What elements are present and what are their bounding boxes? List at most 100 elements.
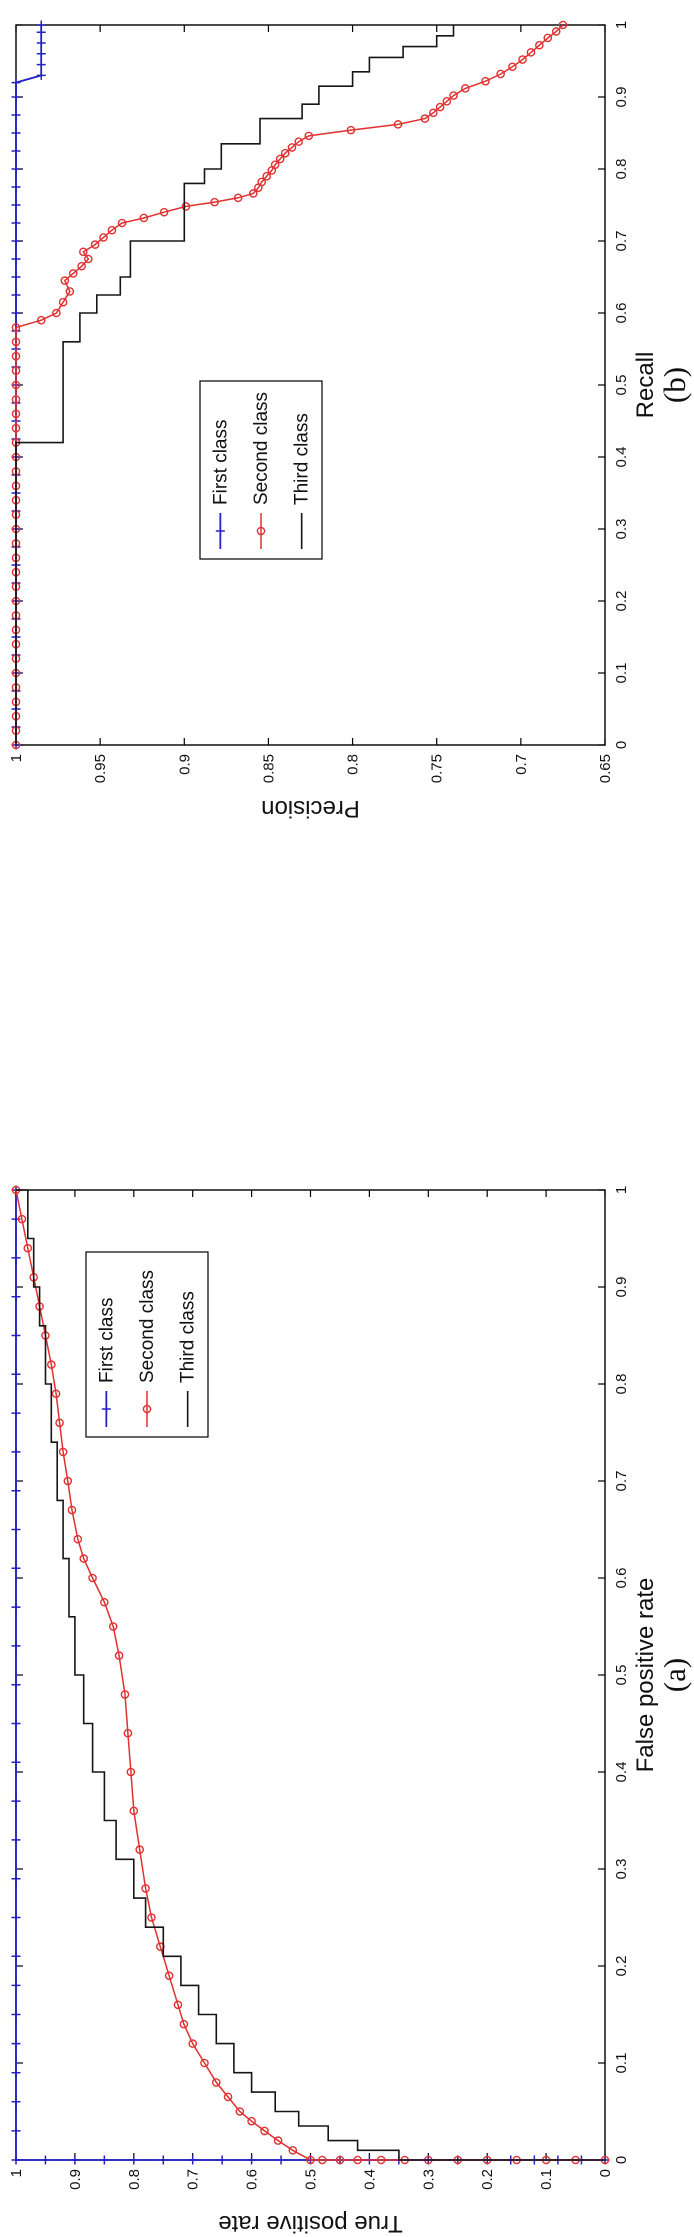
plus-marker bbox=[215, 526, 225, 536]
circle-marker bbox=[100, 1597, 109, 1607]
circle-marker bbox=[526, 48, 536, 57]
plus-marker bbox=[11, 164, 21, 174]
circle-marker bbox=[141, 1884, 150, 1893]
circle-marker bbox=[210, 197, 219, 207]
y-tick-label: 0.85 bbox=[260, 754, 277, 783]
circle-marker bbox=[173, 2000, 183, 2010]
circle-marker bbox=[139, 213, 149, 223]
circle-marker bbox=[275, 154, 285, 164]
circle-marker bbox=[11, 337, 21, 347]
x-tick-label: 0.2 bbox=[613, 591, 630, 612]
circle-marker bbox=[335, 2155, 345, 2165]
plus-marker bbox=[36, 38, 46, 48]
circle-marker bbox=[123, 1728, 133, 1738]
circle-marker bbox=[551, 27, 561, 36]
circle-marker bbox=[248, 189, 258, 198]
circle-marker bbox=[508, 62, 517, 72]
circle-marker bbox=[273, 2136, 283, 2145]
y-axis-label: Precision bbox=[261, 795, 360, 822]
plus-marker bbox=[11, 1796, 21, 1806]
circle-marker bbox=[126, 1767, 136, 1777]
plus-marker bbox=[11, 1835, 21, 1845]
circle-marker bbox=[117, 218, 127, 228]
y-tick-label: 0 bbox=[597, 2169, 614, 2177]
circle-marker bbox=[73, 1534, 83, 1544]
circle-marker bbox=[346, 125, 356, 135]
x-tick-label: 0 bbox=[613, 741, 630, 749]
subfigure-caption-b: (b) bbox=[657, 366, 692, 404]
x-tick-label: 0.1 bbox=[613, 2053, 630, 2074]
y-tick-label: 0.2 bbox=[479, 2169, 496, 2190]
circle-marker bbox=[429, 108, 438, 118]
plus-marker bbox=[11, 146, 21, 156]
legend-label-third-class: Third class bbox=[178, 1291, 199, 1383]
series-line bbox=[15, 25, 455, 745]
plus-marker bbox=[188, 2155, 198, 2165]
circle-marker bbox=[442, 97, 452, 106]
series-line bbox=[16, 1189, 605, 2161]
plus-marker bbox=[247, 2155, 257, 2165]
circle-marker bbox=[79, 247, 88, 257]
circle-marker bbox=[159, 207, 169, 217]
plus-marker bbox=[11, 1680, 21, 1690]
plus-marker bbox=[11, 290, 21, 300]
circle-marker bbox=[147, 1913, 156, 1922]
plus-marker bbox=[11, 218, 21, 228]
plus-marker bbox=[11, 1719, 21, 1728]
y-axis-label: True positive rate bbox=[218, 2210, 403, 2237]
circle-marker bbox=[181, 202, 191, 211]
x-axis-label: Recall bbox=[632, 352, 659, 419]
circle-marker bbox=[393, 120, 403, 129]
y-tick-label: 0.3 bbox=[420, 2169, 437, 2190]
circle-marker bbox=[60, 276, 70, 285]
plus-marker bbox=[11, 2097, 21, 2107]
plus-marker bbox=[11, 128, 21, 138]
circle-marker bbox=[558, 20, 568, 30]
circle-marker bbox=[280, 148, 290, 158]
subfigure-b-region: 0 0.1 0.2 0.3 0.4 0.5 0.6 0.7 0.8 0.9 1 0.65 0.7 0.75… bbox=[8, 20, 692, 822]
plus-marker bbox=[11, 1447, 21, 1457]
subfigure-a-region: 0 0.1 0.2 0.3 0.4 0.5 0.6 0.7 0.8 0.9 1 0 0.1 0.2 0.3 0… bbox=[0, 1119, 694, 2237]
x-tick-label: 0.3 bbox=[613, 519, 630, 540]
circle-marker bbox=[68, 269, 78, 278]
legend-label-first-class: First class bbox=[210, 420, 231, 506]
plus-marker bbox=[11, 182, 21, 192]
plus-marker bbox=[11, 1486, 21, 1496]
circle-marker bbox=[461, 84, 470, 93]
circle-marker bbox=[47, 1360, 56, 1369]
circle-marker bbox=[164, 1971, 174, 1981]
plus-marker bbox=[11, 2010, 21, 2019]
y-tick-label: 1 bbox=[8, 754, 25, 762]
circle-marker bbox=[142, 1404, 152, 1414]
plus-marker bbox=[11, 1913, 21, 1922]
circle-marker bbox=[287, 143, 297, 152]
circle-marker bbox=[518, 55, 527, 64]
circle-marker bbox=[79, 1554, 89, 1563]
x-tick-label: 0.8 bbox=[613, 159, 630, 180]
y-tick-label: 0.5 bbox=[303, 2169, 320, 2190]
plus-marker bbox=[11, 1525, 21, 1534]
circle-marker bbox=[543, 33, 553, 43]
y-tick-label: 0.9 bbox=[67, 2169, 84, 2190]
x-tick-label: 0.4 bbox=[613, 447, 630, 468]
circle-marker bbox=[200, 2058, 209, 2068]
plus-marker bbox=[11, 1214, 21, 1224]
plus-marker bbox=[11, 1641, 21, 1651]
y-tick-label: 0.4 bbox=[361, 2169, 378, 2190]
circle-marker bbox=[135, 1845, 144, 1854]
circle-marker bbox=[67, 1505, 77, 1515]
circle-marker bbox=[11, 409, 21, 419]
legend-box bbox=[85, 1251, 209, 1438]
legend-label-second-class: Second class bbox=[251, 392, 272, 505]
circle-marker bbox=[99, 233, 108, 242]
roc-chart: 0 0.1 0.2 0.3 0.4 0.5 0.6 0.7 0.8 0.9 1 0 0.1 0.2 0.3 0… bbox=[8, 1185, 659, 2237]
x-tick-label: 0 bbox=[613, 2156, 630, 2164]
legend: First class Second class Third class bbox=[85, 1251, 209, 1438]
x-tick-label: 0.5 bbox=[613, 1665, 630, 1686]
circle-marker bbox=[235, 2107, 245, 2116]
circle-marker bbox=[257, 177, 266, 187]
circle-marker bbox=[211, 2078, 221, 2087]
plus-marker bbox=[40, 2155, 50, 2165]
plus-marker bbox=[11, 2068, 21, 2078]
